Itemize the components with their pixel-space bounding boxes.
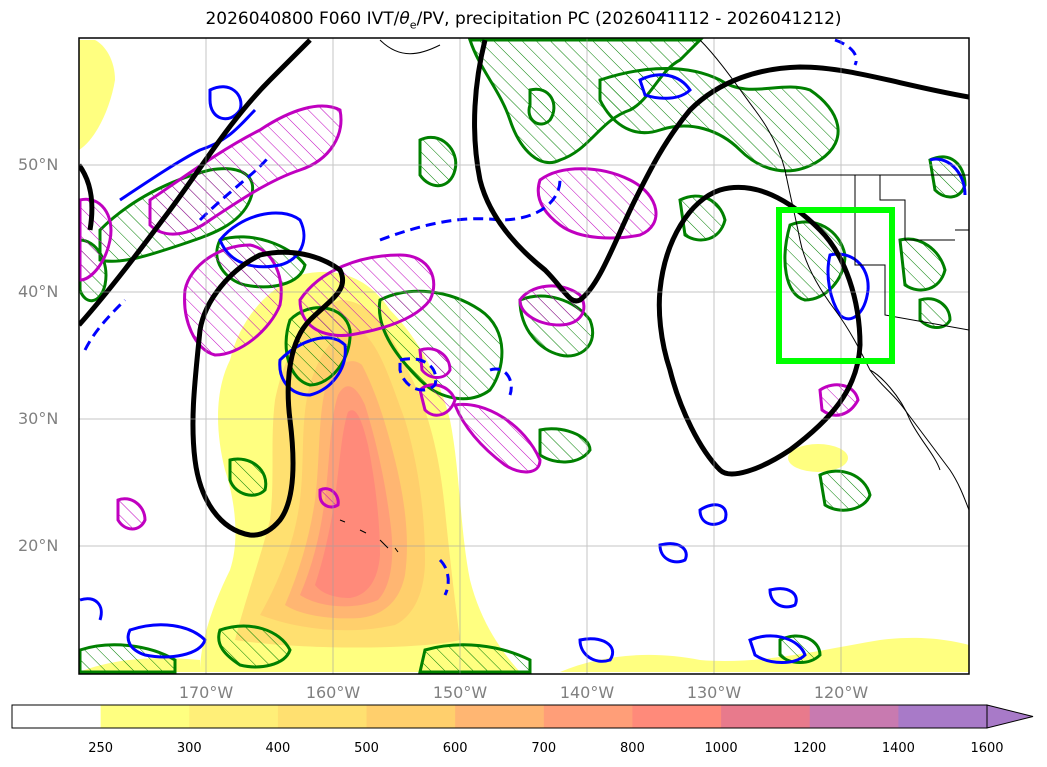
colorbar-cell bbox=[898, 705, 988, 728]
colorbar-tick-label: 1400 bbox=[881, 741, 915, 756]
colorbar-cell bbox=[12, 705, 102, 728]
lat-label-30n: 30°N bbox=[18, 409, 59, 428]
lon-label-140w: 140°W bbox=[559, 683, 615, 702]
colorbar-cell bbox=[809, 705, 899, 728]
lon-label-130w: 130°W bbox=[686, 683, 742, 702]
ivt-shading bbox=[79, 40, 969, 672]
lon-label-160w: 160°W bbox=[305, 683, 361, 702]
colorbar-tick-label: 700 bbox=[531, 741, 557, 756]
colorbar-cells bbox=[12, 705, 988, 728]
colorbar-cell bbox=[100, 705, 190, 728]
colorbar-tick-label: 800 bbox=[620, 741, 645, 756]
colorbar-extend-arrow bbox=[986, 704, 1034, 729]
lat-label-50n: 50°N bbox=[18, 155, 59, 174]
theta-e-contours bbox=[79, 38, 969, 538]
title-suffix: /PV, precipitation PC (2026041112 - 2026… bbox=[416, 9, 842, 29]
pv-dashed-contours bbox=[83, 38, 858, 596]
colorbar-tick-label: 1600 bbox=[970, 741, 1004, 756]
colorbar-cell bbox=[632, 705, 722, 728]
lon-label-120w: 120°W bbox=[813, 683, 869, 702]
coastlines bbox=[339, 39, 969, 553]
colorbar-frame bbox=[11, 704, 988, 729]
colorbar-tick-label: 600 bbox=[442, 741, 468, 756]
colorbar-cell bbox=[366, 705, 456, 728]
title-prefix: 2026040800 F060 IVT/ bbox=[205, 9, 400, 29]
colorbar-cell bbox=[277, 705, 368, 728]
title-theta: θ bbox=[399, 9, 410, 29]
colorbar-cell bbox=[721, 705, 811, 728]
colorbar-tick-label: 1000 bbox=[704, 741, 738, 756]
colorbar bbox=[11, 704, 1034, 729]
lon-label-170w: 170°W bbox=[178, 683, 234, 702]
colorbar-cell bbox=[543, 705, 633, 728]
map-frame bbox=[78, 37, 970, 675]
map-area bbox=[79, 38, 969, 674]
colorbar-cell bbox=[455, 705, 545, 728]
colorbar-tick-label: 400 bbox=[265, 741, 291, 756]
lon-label-150w: 150°W bbox=[432, 683, 488, 702]
colorbar-tick-label: 500 bbox=[354, 741, 379, 756]
lat-label-20n: 20°N bbox=[18, 536, 59, 555]
title-theta-sub: e bbox=[409, 18, 417, 32]
map-title: 2026040800 F060 IVT/θe/PV, precipitation… bbox=[0, 9, 1047, 31]
colorbar-tick-label: 250 bbox=[88, 741, 114, 756]
graticule bbox=[79, 38, 969, 674]
target-region-box bbox=[776, 207, 895, 364]
colorbar-cell bbox=[189, 705, 279, 728]
lat-label-40n: 40°N bbox=[18, 282, 59, 301]
colorbar-tick-label: 1200 bbox=[793, 741, 827, 756]
colorbar-tick-label: 300 bbox=[176, 741, 202, 756]
